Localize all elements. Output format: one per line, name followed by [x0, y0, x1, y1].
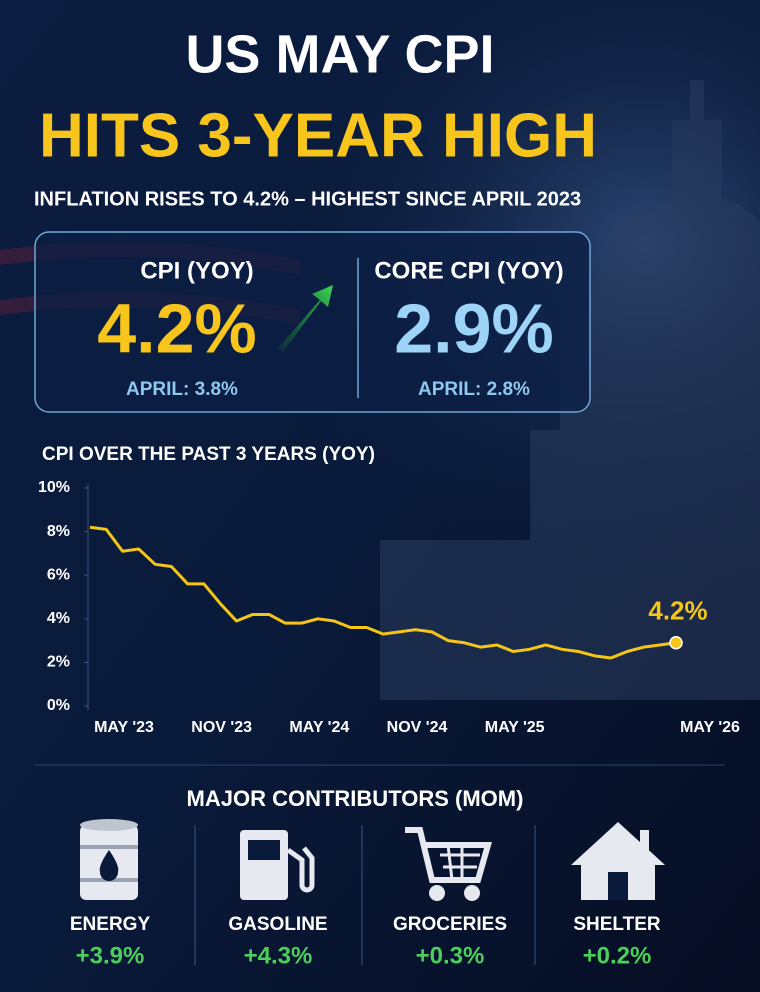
- title-line1: US MAY CPI: [185, 24, 494, 84]
- contributor-name: ENERGY: [70, 914, 151, 935]
- end-point: [669, 636, 683, 650]
- stat-label: CPI (YOY): [140, 257, 253, 284]
- title-line2: HITS 3-YEAR HIGH: [39, 101, 597, 170]
- contributors: ENERGY +3.9% GASOLINE +4.3% GROCERIES +0.3% SH…: [70, 914, 661, 969]
- y-tick-label: 6%: [47, 566, 70, 583]
- contributor-value: +0.2%: [583, 942, 652, 969]
- stat-value: 2.9%: [394, 289, 554, 367]
- stat-previous: APRIL: 3.8%: [126, 379, 238, 400]
- x-tick-label: NOV '23: [191, 719, 252, 736]
- x-tick-label: MAY '25: [485, 719, 545, 736]
- stat-previous: APRIL: 2.8%: [418, 379, 530, 400]
- contributor-name: SHELTER: [573, 914, 661, 935]
- gas-pump-icon: [240, 830, 315, 900]
- chart-title: CPI OVER THE PAST 3 YEARS (YOY): [42, 444, 375, 465]
- stats-box: [34, 231, 591, 413]
- stat-label: CORE CPI (YOY): [374, 257, 563, 284]
- house-icon: [571, 822, 665, 900]
- y-tick-label: 0%: [47, 697, 70, 714]
- contributor-value: +4.3%: [244, 942, 313, 969]
- cart-icon: [405, 827, 492, 901]
- contributor-name: GROCERIES: [393, 914, 507, 935]
- y-tick-label: 8%: [47, 523, 70, 540]
- x-tick-label: NOV '24: [387, 719, 448, 736]
- y-tick-label: 10%: [38, 479, 70, 496]
- contributor-value: +0.3%: [416, 942, 485, 969]
- up-arrow: [278, 285, 333, 352]
- x-tick-label: MAY '26: [680, 719, 740, 736]
- y-tick-label: 4%: [47, 610, 70, 627]
- x-tick-label: MAY '24: [289, 719, 349, 736]
- stat-value: 4.2%: [97, 289, 257, 367]
- barrel-icon: [80, 819, 138, 900]
- column-dividers: [194, 825, 536, 965]
- cpi-line: [89, 525, 677, 660]
- contributors-title: MAJOR CONTRIBUTORS (MOM): [187, 786, 524, 811]
- subtitle: INFLATION RISES TO 4.2% – HIGHEST SINCE …: [34, 188, 581, 210]
- contributor-value: +3.9%: [76, 942, 145, 969]
- y-tick-label: 2%: [47, 654, 70, 671]
- x-tick-label: MAY '23: [94, 719, 154, 736]
- line-chart: 0% 2% 4% 6% 8% 10% MAY '23 NOV '23 MAY '24 NOV '2…: [38, 479, 740, 736]
- annotation: 4.2%: [648, 596, 707, 626]
- capitol-silhouette: [380, 80, 760, 700]
- contributor-name: GASOLINE: [228, 914, 327, 935]
